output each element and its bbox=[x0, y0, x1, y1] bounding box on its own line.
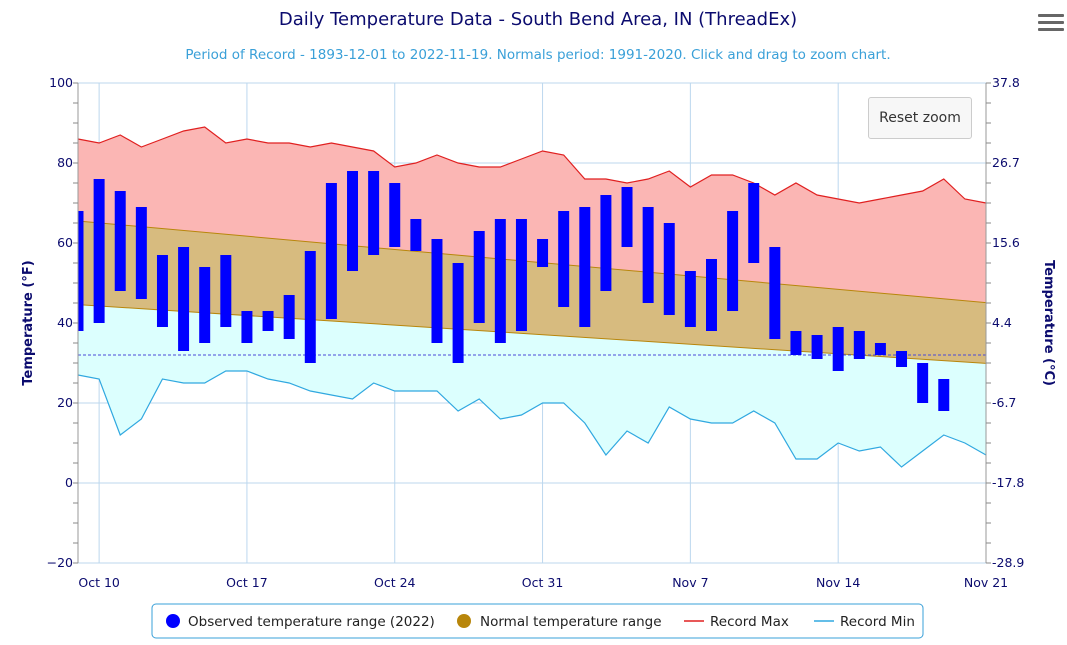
observed-bar[interactable] bbox=[283, 295, 295, 339]
observed-bar[interactable] bbox=[853, 331, 865, 359]
observed-bar[interactable] bbox=[684, 271, 696, 327]
x-tick-label: Nov 7 bbox=[672, 575, 708, 590]
y-axis-title-left: Temperature (°F) bbox=[21, 260, 36, 385]
observed-bar[interactable] bbox=[325, 183, 337, 319]
observed-bar[interactable] bbox=[135, 207, 147, 299]
legend[interactable]: Observed temperature range (2022) Normal… bbox=[151, 603, 924, 639]
y-tick-label-left: 100 bbox=[49, 75, 73, 90]
observed-bar[interactable] bbox=[199, 267, 211, 343]
observed-bar[interactable] bbox=[347, 171, 359, 271]
observed-bar[interactable] bbox=[938, 379, 950, 411]
observed-bar[interactable] bbox=[621, 187, 633, 247]
axes: 100 80 60 40 20 0 −20 37.8 26.7 15.6 4.4 -6.7 -17.8 -… bbox=[47, 75, 1025, 590]
hamburger-menu-icon-bar bbox=[1038, 28, 1064, 31]
chart-title: Daily Temperature Data - South Bend Area… bbox=[279, 9, 797, 30]
observed-bar[interactable] bbox=[178, 247, 190, 351]
legend-normal-label: Normal temperature range bbox=[480, 614, 662, 630]
observed-bar[interactable] bbox=[769, 247, 781, 339]
record-max-line bbox=[77, 126, 987, 204]
observed-bar[interactable] bbox=[473, 231, 485, 323]
observed-bar[interactable] bbox=[410, 219, 422, 251]
y-tick-label-left: 60 bbox=[57, 235, 73, 250]
observed-bars[interactable] bbox=[73, 171, 950, 411]
observed-bar[interactable] bbox=[579, 207, 591, 327]
observed-bar[interactable] bbox=[537, 239, 549, 267]
observed-bar[interactable] bbox=[304, 251, 316, 363]
y-tick-label-right: 37.8 bbox=[992, 75, 1020, 90]
y-tick-label-right: 4.4 bbox=[992, 315, 1012, 330]
y-tick-label-right: -17.8 bbox=[992, 475, 1024, 490]
legend-box bbox=[151, 603, 924, 639]
observed-bar[interactable] bbox=[642, 207, 654, 303]
observed-bar[interactable] bbox=[368, 171, 380, 255]
chart-menu-button[interactable] bbox=[1038, 14, 1064, 36]
y-tick-label-left: 20 bbox=[57, 395, 73, 410]
observed-bar-group[interactable] bbox=[73, 171, 950, 411]
y-tick-label-right: -6.7 bbox=[992, 395, 1016, 410]
reset-zoom-button[interactable]: Reset zoom bbox=[868, 97, 972, 139]
record-min-line bbox=[77, 370, 987, 468]
x-tick-label: Nov 14 bbox=[816, 575, 860, 590]
observed-bar[interactable] bbox=[452, 263, 464, 363]
hamburger-menu-icon bbox=[1038, 14, 1064, 17]
y-tick-label-right: 15.6 bbox=[992, 235, 1020, 250]
normal-high-line bbox=[77, 220, 987, 304]
legend-item-normal[interactable]: Normal temperature range bbox=[457, 614, 662, 630]
y-tick-label-left: −20 bbox=[47, 555, 73, 570]
legend-item-record-max[interactable]: Record Max bbox=[684, 614, 789, 630]
observed-bar[interactable] bbox=[705, 259, 717, 331]
legend-record-min-label: Record Min bbox=[840, 614, 915, 630]
observed-bar[interactable] bbox=[93, 179, 105, 323]
y-tick-label-left: 40 bbox=[57, 315, 73, 330]
legend-record-max-label: Record Max bbox=[710, 614, 789, 630]
observed-bar[interactable] bbox=[727, 211, 739, 311]
x-tick-label: Oct 31 bbox=[522, 575, 564, 590]
y-tick-label-left: 80 bbox=[57, 155, 73, 170]
observed-bar[interactable] bbox=[790, 331, 802, 355]
observed-bar[interactable] bbox=[832, 327, 844, 371]
observed-bar[interactable] bbox=[874, 343, 886, 355]
observed-bar[interactable] bbox=[896, 351, 908, 367]
legend-observed-marker bbox=[166, 614, 180, 628]
observed-bar[interactable] bbox=[494, 219, 506, 343]
observed-bar[interactable] bbox=[811, 335, 823, 359]
x-tick-label: Oct 24 bbox=[374, 575, 416, 590]
legend-observed-label: Observed temperature range (2022) bbox=[188, 614, 435, 630]
observed-bar[interactable] bbox=[73, 211, 84, 331]
observed-bar[interactable] bbox=[515, 219, 527, 331]
observed-bar[interactable] bbox=[389, 183, 401, 247]
legend-item-record-min[interactable]: Record Min bbox=[814, 614, 915, 630]
observed-bar[interactable] bbox=[114, 191, 126, 291]
legend-normal-marker bbox=[457, 614, 471, 628]
observed-bar[interactable] bbox=[241, 311, 253, 343]
y-tick-label-right: 26.7 bbox=[992, 155, 1020, 170]
hamburger-menu-icon-bar bbox=[1038, 21, 1064, 24]
x-tick-label: Oct 10 bbox=[78, 575, 120, 590]
observed-bar[interactable] bbox=[917, 363, 929, 403]
y-tick-label-left: 0 bbox=[65, 475, 73, 490]
legend-item-observed[interactable]: Observed temperature range (2022) bbox=[166, 614, 435, 630]
x-tick-label: Oct 17 bbox=[226, 575, 268, 590]
observed-bar[interactable] bbox=[431, 239, 443, 343]
observed-bar[interactable] bbox=[262, 311, 274, 331]
observed-bar[interactable] bbox=[156, 255, 168, 327]
y-tick-label-right: -28.9 bbox=[992, 555, 1024, 570]
observed-bar[interactable] bbox=[663, 223, 675, 315]
observed-bar[interactable] bbox=[748, 183, 760, 263]
chart-subtitle: Period of Record - 1893-12-01 to 2022-11… bbox=[185, 47, 890, 63]
observed-bar[interactable] bbox=[600, 195, 612, 291]
observed-bar[interactable] bbox=[220, 255, 232, 327]
observed-bar[interactable] bbox=[558, 211, 570, 307]
y-axis-title-right: Temperature (°C) bbox=[1041, 260, 1056, 386]
x-tick-label: Nov 21 bbox=[964, 575, 1008, 590]
